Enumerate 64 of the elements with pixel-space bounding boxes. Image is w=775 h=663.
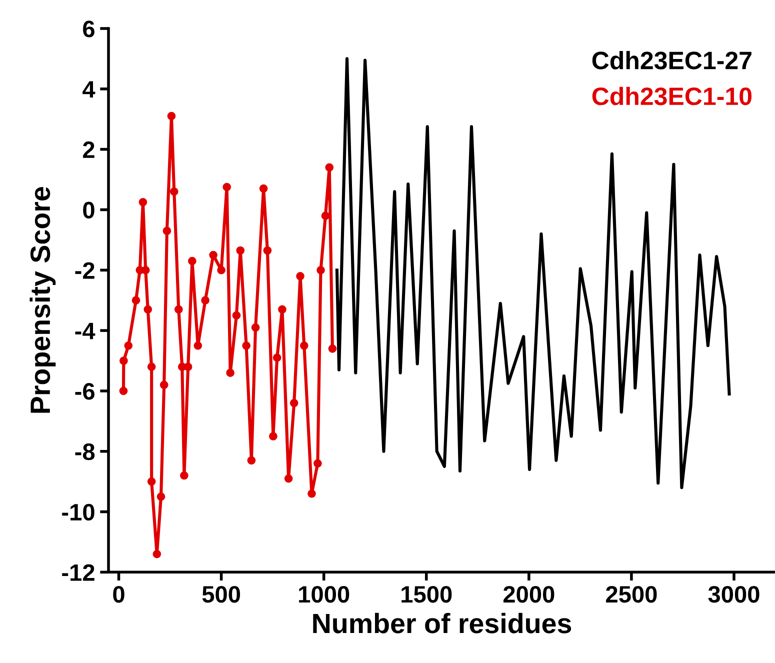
point — [194, 341, 202, 350]
point — [167, 112, 176, 120]
x-tick-label: 2500 — [606, 586, 657, 603]
point — [328, 344, 337, 353]
x-tick-label: 0 — [113, 586, 124, 603]
point — [147, 477, 156, 486]
point — [290, 398, 298, 408]
point — [119, 386, 128, 396]
point — [132, 296, 140, 305]
point — [174, 305, 183, 314]
y-axis-title: Propensity Score — [30, 187, 56, 413]
point — [209, 250, 218, 260]
point — [263, 246, 272, 255]
point — [296, 272, 304, 280]
x-axis-title: Number of residues — [313, 612, 572, 634]
y-tick-label: 6 — [83, 20, 94, 38]
y-tick-label: -2 — [75, 262, 94, 279]
y-tick-label: -8 — [75, 443, 95, 460]
point — [269, 432, 278, 440]
x-tick-label: 2000 — [503, 586, 554, 603]
point — [120, 356, 128, 365]
point — [284, 474, 293, 483]
point — [308, 489, 316, 498]
point — [222, 182, 231, 192]
point — [236, 246, 245, 255]
point — [188, 256, 196, 266]
point — [321, 212, 330, 220]
point — [251, 323, 260, 332]
x-tick-label: 1000 — [299, 586, 350, 603]
point — [300, 341, 308, 350]
point — [162, 226, 172, 236]
point — [160, 380, 168, 390]
point — [124, 341, 133, 350]
text: Cdh23EC1-27 — [592, 51, 752, 70]
point — [247, 456, 256, 465]
point — [170, 187, 178, 196]
point — [232, 311, 241, 320]
point — [242, 341, 250, 350]
point — [325, 163, 334, 172]
point — [152, 550, 162, 558]
y-tick-label: 0 — [83, 202, 94, 219]
point — [316, 266, 325, 274]
point — [180, 471, 188, 480]
point — [278, 305, 286, 314]
x-tick-label: 1500 — [402, 586, 452, 603]
point — [226, 368, 234, 377]
x-tick-label: 3000 — [708, 586, 760, 603]
point — [144, 305, 152, 314]
point — [259, 184, 268, 193]
point — [314, 459, 322, 468]
point — [156, 492, 166, 501]
point — [201, 296, 210, 305]
point — [138, 198, 148, 206]
y-tick-label: -6 — [75, 383, 94, 400]
x-tick-label: 500 — [202, 586, 240, 603]
y-tick-label: -4 — [75, 322, 96, 340]
y-tick-label: -10 — [62, 504, 94, 521]
point — [147, 362, 156, 371]
y-tick-label: 2 — [82, 141, 94, 158]
y-tick-label: -12 — [62, 564, 94, 581]
y-tick-label: 4 — [82, 81, 96, 98]
point — [272, 354, 282, 362]
point — [217, 266, 226, 274]
text: Cdh23EC1-10 — [592, 86, 752, 106]
